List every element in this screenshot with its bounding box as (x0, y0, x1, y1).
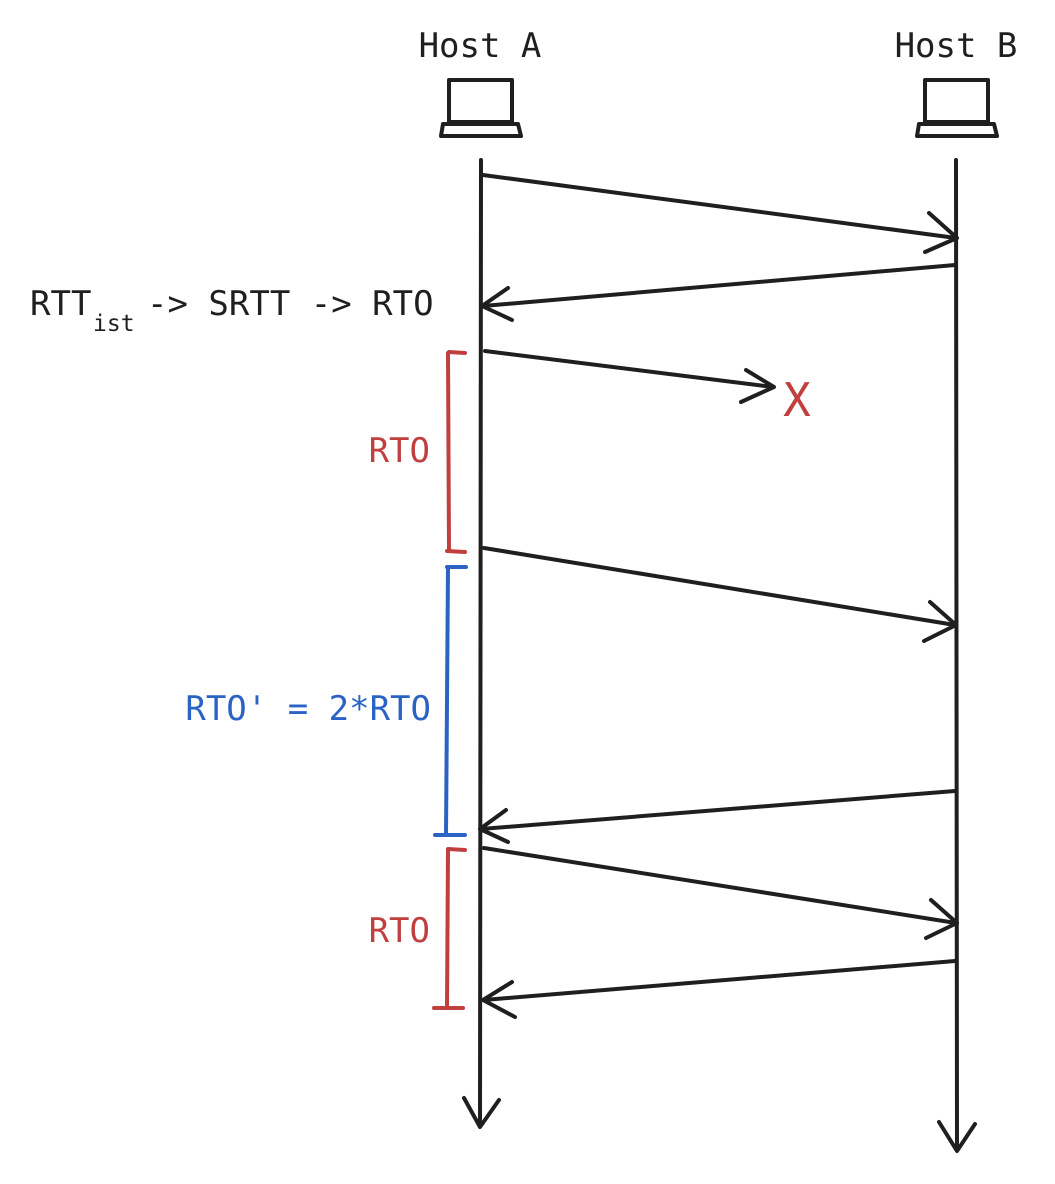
rto-bracket (432, 847, 467, 1010)
rtt-formula: RTT (30, 284, 91, 324)
doubled-rto-bracket (433, 565, 468, 837)
laptop-icon (439, 78, 523, 138)
rto-label: RTO (369, 911, 430, 951)
retransmission-arrow-a-to-b (482, 546, 958, 643)
rto-label: RTO (369, 431, 430, 471)
rtt-label: RTT (30, 284, 91, 324)
lost-message-arrow (483, 349, 776, 404)
ack-arrow-b-to-a (481, 959, 957, 1019)
host-a-timeline (462, 158, 501, 1129)
message-arrow-a-to-b (481, 173, 959, 254)
loss-mark: X (783, 373, 811, 427)
message-arrow-a-to-b (482, 846, 959, 940)
rtt-subscript: ist (93, 311, 135, 337)
doubled-rto-label: RTO' = 2*RTO (185, 689, 431, 729)
rto-bracket (445, 350, 467, 554)
laptop-icon (915, 78, 999, 138)
rtt-chain: -> SRTT -> RTO (147, 284, 434, 324)
host-a-label: Host A (419, 26, 542, 66)
host-b-timeline (937, 158, 977, 1153)
host-b-label: Host B (895, 26, 1018, 66)
ack-arrow-b-to-a (478, 789, 957, 844)
message-arrow-b-to-a (480, 263, 957, 322)
